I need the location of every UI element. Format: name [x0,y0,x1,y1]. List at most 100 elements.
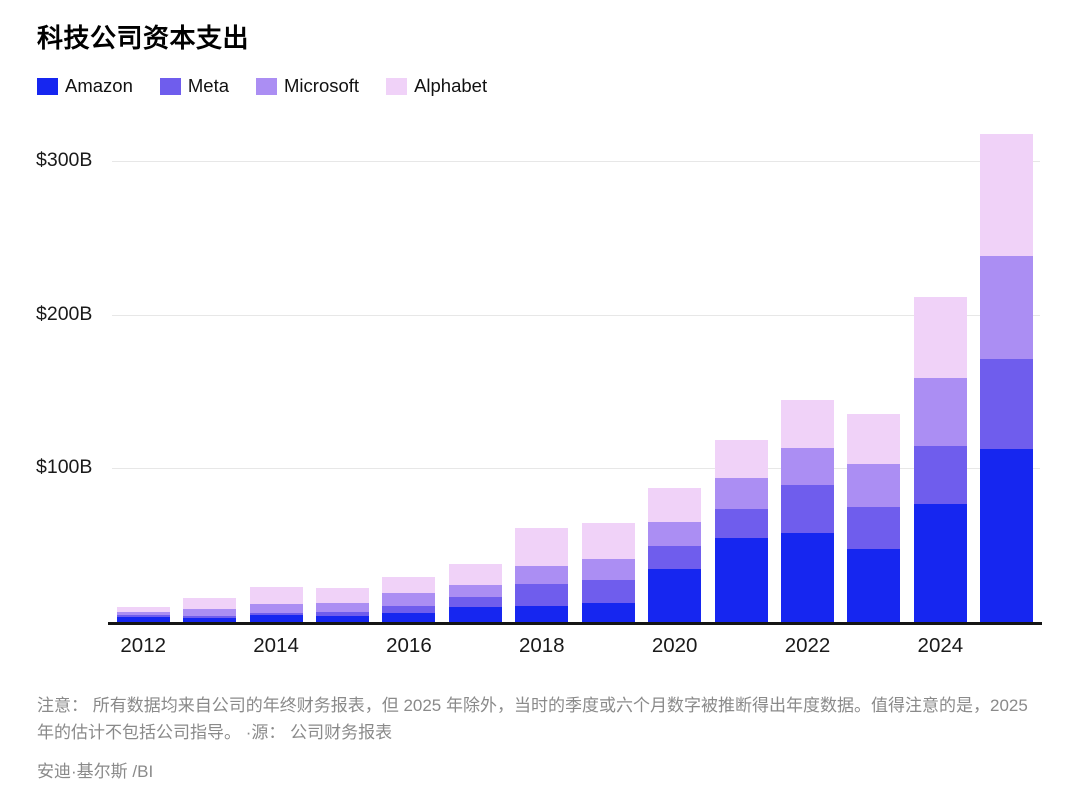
gridline-100 [112,468,1040,470]
bar-segment-alphabet-2015 [315,587,369,604]
legend-label: Meta [187,75,230,96]
bar-segment-amazon-2021 [714,537,768,623]
legend: Amazon Meta Microsoft Alphabet [37,75,487,97]
bar-segment-alphabet-2025 [980,134,1034,256]
bar-2014 [249,587,303,623]
bar-2020 [648,488,702,623]
legend-swatch-meta [159,77,181,95]
legend-swatch-alphabet [386,77,408,95]
bar-segment-alphabet-2017 [448,564,502,585]
bar-segment-microsoft-2024 [913,377,967,447]
bar-segment-alphabet-2021 [714,439,768,478]
y-tick-label-200: $200B [36,302,93,325]
bar-segment-meta-2016 [382,605,436,613]
x-tick-label-2024: 2024 [917,634,964,657]
bar-segment-meta-2012 [116,615,170,618]
bar-2017 [448,564,502,623]
x-tick-label-2014: 2014 [253,634,299,657]
bar-segment-meta-2013 [183,615,237,618]
bar-segment-alphabet-2023 [847,414,901,464]
plot-area: 2012 2014 2016 2018 2020 2022 2024 $100B $200B $… [36,113,1042,657]
bar-segment-amazon-2017 [448,607,502,623]
bar-segment-meta-2023 [847,507,901,550]
bar-2025 [980,134,1034,623]
bar-segment-meta-2025 [980,358,1034,450]
bar-2019 [581,522,635,623]
footnote: 注意： 所有数据均来自公司的年终财务报表，但 2025 年除外，当时的季度或六个… [37,696,1028,743]
bar-segment-amazon-2013 [183,617,237,623]
bar-segment-microsoft-2022 [780,448,834,486]
bar-segment-amazon-2015 [315,615,369,623]
bar-segment-meta-2017 [448,597,502,608]
x-tick-label-2022: 2022 [784,634,831,657]
bar-segment-microsoft-2020 [648,522,702,546]
bar-2022 [780,400,834,623]
bar-segment-amazon-2016 [382,612,436,623]
bar-segment-amazon-2020 [648,569,702,623]
x-tick-label-2012: 2012 [120,634,167,657]
gridline-200 [112,314,1040,316]
bar-segment-amazon-2018 [515,605,569,623]
bar-segment-amazon-2012 [116,617,170,623]
bar-segment-alphabet-2016 [382,577,436,594]
bar-segment-amazon-2023 [847,549,901,623]
bar-segment-microsoft-2015 [315,603,369,613]
bar-segment-alphabet-2014 [249,587,303,605]
bar-segment-amazon-2014 [249,615,303,623]
x-axis-line [108,622,1042,625]
bar-segment-alphabet-2024 [913,297,967,378]
bar-segment-meta-2021 [714,509,768,538]
bar-segment-alphabet-2012 [116,606,170,612]
bar-segment-meta-2022 [780,485,834,534]
legend-label: Amazon [65,75,133,96]
bar-segment-amazon-2022 [780,533,834,623]
legend-label: Alphabet [414,75,488,96]
bar-2018 [515,527,569,623]
bar-segment-microsoft-2019 [581,558,635,581]
bar-segment-microsoft-2017 [448,584,502,598]
bar-segment-microsoft-2021 [714,477,768,510]
bar-segment-amazon-2019 [581,603,635,623]
bar-segment-meta-2018 [515,584,569,606]
bar-segment-microsoft-2018 [515,566,569,585]
bar-segment-amazon-2024 [913,503,967,623]
bar-segment-microsoft-2014 [249,604,303,613]
y-tick-label-100: $100B [36,456,93,479]
legend-label: Microsoft [284,75,360,96]
bar-segment-meta-2014 [249,612,303,616]
bar-segment-alphabet-2018 [515,527,569,567]
legend-item-meta: Meta [159,75,230,97]
bar-2013 [183,597,237,623]
y-tick-label-300: $300B [36,148,93,171]
legend-item-microsoft: Microsoft [256,75,359,97]
bar-2023 [847,414,901,623]
bar-segment-meta-2015 [315,612,369,616]
credit-line: 安迪·基尔斯 /BI [37,762,154,781]
x-tick-label-2018: 2018 [518,634,565,657]
bar-segment-meta-2024 [913,446,967,504]
legend-item-alphabet: Alphabet [386,75,487,97]
gridline-300 [112,160,1040,162]
bars-container [110,113,1040,623]
bar-segment-meta-2020 [648,546,702,570]
bar-segment-meta-2019 [581,580,635,604]
bar-segment-microsoft-2025 [980,255,1034,359]
x-axis-labels: 2012 2014 2016 2018 2020 2022 2024 [110,623,1040,663]
bar-segment-amazon-2025 [980,449,1034,623]
x-tick-label-2020: 2020 [651,634,698,657]
bar-2012 [116,606,170,623]
bar-segment-microsoft-2016 [382,593,436,606]
bar-2021 [714,439,768,623]
bar-segment-microsoft-2023 [847,463,901,508]
bar-2024 [913,297,967,623]
page-title: 科技公司资本支出 [37,23,250,53]
bar-segment-alphabet-2022 [780,400,834,449]
legend-swatch-amazon [37,77,58,95]
legend-swatch-microsoft [256,77,278,95]
bar-2016 [382,577,436,623]
x-tick-label-2016: 2016 [386,634,432,657]
bar-2015 [315,587,369,623]
bar-segment-alphabet-2020 [648,488,702,523]
bar-segment-microsoft-2013 [183,609,237,616]
